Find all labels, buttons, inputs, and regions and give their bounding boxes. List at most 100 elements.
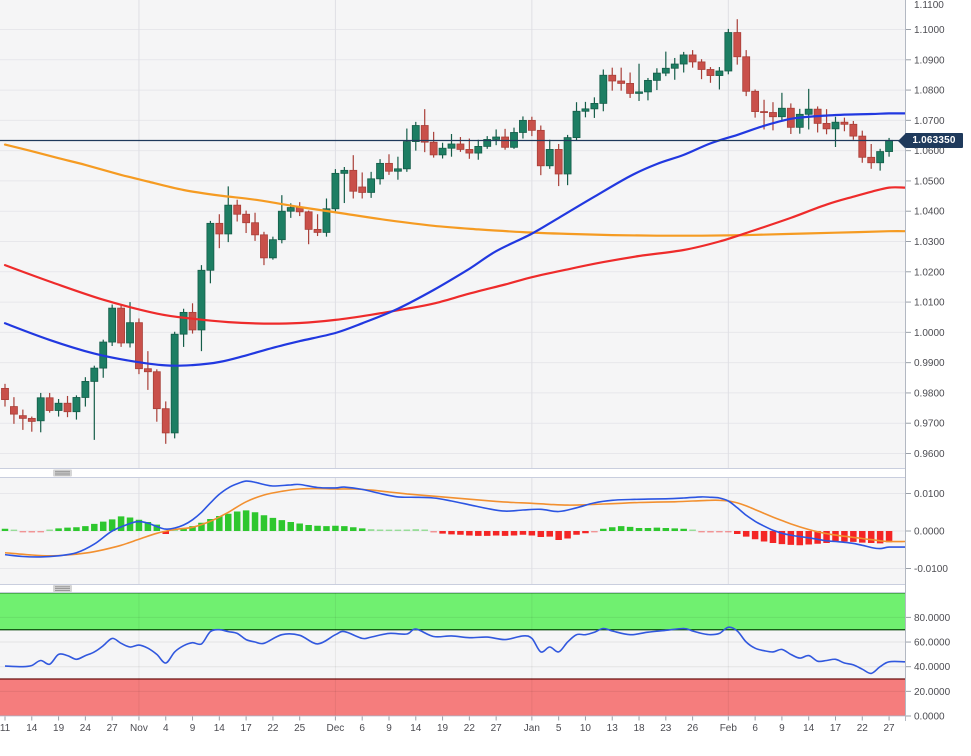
macd-histogram-bar xyxy=(376,529,384,531)
candle-body xyxy=(751,90,760,112)
candle-body xyxy=(474,146,483,154)
candle-body xyxy=(635,91,643,94)
macd-histogram-bar xyxy=(475,531,482,536)
macd-histogram-bar xyxy=(769,531,777,543)
macd-histogram-bar xyxy=(19,531,27,533)
axis-tick-label: 1.0000 xyxy=(914,328,945,339)
macd-histogram-bar xyxy=(546,531,553,537)
candle-body xyxy=(143,368,152,373)
candle-body xyxy=(81,381,90,398)
candle-body xyxy=(286,207,295,212)
candle-body xyxy=(724,32,733,72)
macd-histogram-bar xyxy=(367,529,375,531)
macd-histogram-bar xyxy=(189,526,196,531)
time-tick-label: 5 xyxy=(556,723,562,734)
candle-body xyxy=(545,149,554,167)
macd-histogram-bar xyxy=(644,528,652,531)
time-tick-label: 22 xyxy=(464,723,476,734)
macd-histogram-bar xyxy=(28,531,36,533)
pane-separators xyxy=(0,468,971,717)
macd-histogram-bar xyxy=(403,529,411,531)
candle-body xyxy=(63,402,72,413)
candle-body xyxy=(733,32,742,58)
price-panel xyxy=(0,0,905,469)
macd-histogram-bar xyxy=(162,531,169,534)
candle-body xyxy=(778,107,786,118)
macd-histogram-bar xyxy=(439,531,446,534)
candle-body xyxy=(242,213,251,224)
macd-histogram-bar xyxy=(430,531,437,533)
candle-body xyxy=(170,333,179,434)
axis-tick-label: 1.1000 xyxy=(914,25,945,36)
macd-histogram-bar xyxy=(198,522,205,531)
macd-histogram-bar xyxy=(528,531,536,536)
ma-fast-blue xyxy=(3,112,905,367)
current-price-label: 1.063350 xyxy=(905,133,963,148)
candle-body xyxy=(367,178,376,193)
candle-body xyxy=(447,143,456,149)
signal-line xyxy=(4,487,905,557)
candle-body xyxy=(840,121,849,125)
macd-histogram-bar xyxy=(823,531,830,543)
candle-body xyxy=(18,415,27,419)
candle-body xyxy=(849,123,858,137)
candle-body xyxy=(688,54,697,63)
time-tick-label: 6 xyxy=(359,723,365,734)
candle-body xyxy=(510,132,518,148)
candle-body xyxy=(760,111,768,113)
macd-histogram-bar xyxy=(591,531,598,533)
macd-histogram-bar xyxy=(457,531,464,535)
rsi-line xyxy=(4,626,905,675)
time-tick-label: 22 xyxy=(857,723,869,734)
candle-body xyxy=(644,79,652,93)
macd-histogram-bar xyxy=(689,529,696,531)
macd-histogram-bar xyxy=(323,526,330,531)
pane-separator xyxy=(0,468,971,478)
candle-body xyxy=(215,222,224,235)
time-axis[interactable]: 11 14 19 24 27 Nov 4 9 14 17 22 25 Dec 6 9 14 19 22 27 Jan 5… xyxy=(0,716,896,735)
macd-histogram-bar xyxy=(341,526,348,531)
candle-body xyxy=(233,204,242,215)
macd-histogram-bar xyxy=(448,531,455,535)
candle-body xyxy=(572,110,581,139)
time-tick-label: Nov xyxy=(130,723,148,734)
candle-body xyxy=(260,234,268,259)
macd-histogram-bar xyxy=(37,531,44,533)
macd-histogram-bar xyxy=(519,531,527,535)
macd-histogram-bar xyxy=(787,531,795,545)
axis-tick-label: 1.1100 xyxy=(914,0,944,11)
candle-body xyxy=(679,54,688,65)
macd-histogram-bar xyxy=(287,522,295,531)
time-tick-label: 23 xyxy=(660,723,672,734)
candle-body xyxy=(126,322,134,344)
macd-histogram-bar xyxy=(278,520,286,531)
pane-separator xyxy=(0,584,971,593)
time-tick-label: 27 xyxy=(884,723,896,734)
macd-histogram-bar xyxy=(573,531,580,535)
candle-body xyxy=(54,402,63,411)
macd-histogram-bar xyxy=(358,528,366,531)
ma-slow-orange xyxy=(3,143,905,237)
candle-body xyxy=(456,143,465,150)
price-axis[interactable]: 1.1100 1.1000 1.0900 1.0800 1.0700 1.0600 1.05… xyxy=(905,0,951,723)
macd-histogram-bar xyxy=(671,528,678,531)
candle-body xyxy=(715,70,724,76)
candle-body xyxy=(224,204,233,235)
candle-body xyxy=(465,149,474,154)
macd-histogram-bar xyxy=(64,527,71,531)
macd-histogram-bar xyxy=(716,531,723,533)
time-tick-label: 27 xyxy=(491,723,503,734)
candle-body xyxy=(277,210,286,241)
macd-histogram-bar xyxy=(260,515,268,531)
macd-histogram-bar xyxy=(269,517,277,531)
candle-body xyxy=(161,408,170,434)
candle-body xyxy=(536,129,545,167)
candle-body xyxy=(769,112,777,118)
axis-tick-label: 1.0400 xyxy=(914,207,945,218)
macd-histogram-bar xyxy=(55,528,62,531)
macd-histogram-bar xyxy=(385,529,393,531)
axis-tick-label: 0.0100 xyxy=(914,489,945,500)
candle-body xyxy=(206,222,215,271)
macd-histogram-bar xyxy=(760,531,768,542)
